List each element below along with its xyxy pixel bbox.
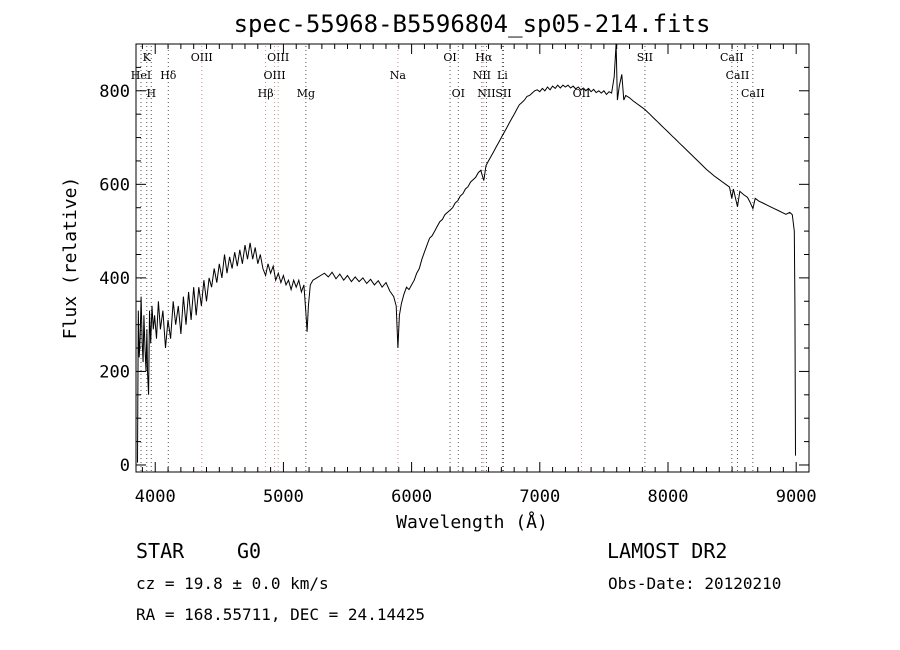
redshift-text: cz = 19.8 ± 0.0 km/s [136, 574, 329, 593]
survey-name: LAMOST DR2 [607, 539, 727, 563]
spectral-line-label-21: CaII [741, 87, 765, 100]
spectral-line-label-4: OIII [191, 51, 213, 64]
x-tick-label-1: 5000 [263, 487, 304, 507]
spectral-line-markers [140, 46, 754, 472]
spectral-line-label-9: Na [390, 69, 407, 82]
x-tick-label-5: 9000 [776, 487, 817, 507]
spectral-line-label-14: Li [497, 69, 508, 82]
spectral-line-label-0: K [143, 51, 152, 64]
spectral-line-label-10: OI [443, 51, 456, 64]
y-axis-label: Flux (relative) [60, 177, 81, 340]
spectral-line-label-19: CaII [720, 51, 744, 64]
spectral-line-label-12: Hα [475, 51, 493, 64]
spectral-line-label-2: H [146, 87, 156, 100]
plot-frame [135, 43, 810, 473]
y-tick-label-2: 400 [99, 269, 130, 289]
spectral-line-label-6: OIII [264, 69, 286, 82]
spectral-line-label-18: SII [637, 51, 653, 64]
spectral-line-label-8: Mg [297, 87, 315, 100]
x-tick-label-4: 8000 [648, 487, 689, 507]
spectral-line-label-1: HeI [131, 69, 151, 82]
x-tick-label-0: 4000 [135, 487, 176, 507]
spectral-line-label-7: Hβ [258, 87, 274, 100]
spectrum-series-line [137, 43, 796, 463]
spectral-line-label-20: CaII [726, 69, 750, 82]
y-axis-ticks: 0 200 400 600 800 [99, 43, 809, 476]
spectral-line-label-13: NII [473, 69, 491, 82]
coordinates-text: RA = 168.55711, DEC = 24.14425 [136, 605, 425, 624]
object-subclass: G0 [237, 539, 261, 563]
y-tick-label-0: 0 [120, 456, 130, 476]
y-tick-label-3: 600 [99, 175, 130, 195]
x-tick-label-3: 7000 [519, 487, 560, 507]
chart-title: spec-55968-B5596804_sp05-214.fits [234, 10, 711, 38]
spectral-line-label-16: SII [495, 87, 511, 100]
spectral-line-label-11: OI [452, 87, 465, 100]
object-class: STAR [136, 539, 185, 563]
x-tick-label-2: 6000 [391, 487, 432, 507]
spectral-line-label-3: Hδ [160, 69, 177, 82]
y-tick-label-1: 200 [99, 362, 130, 382]
x-axis-ticks: 4000 5000 6000 7000 8000 9000 [135, 44, 817, 507]
spectral-line-label-15: NII [477, 87, 495, 100]
spectral-line-label-5: OIII [267, 51, 289, 64]
y-tick-label-4: 800 [99, 82, 130, 102]
obs-date-text: Obs-Date: 20120210 [608, 574, 781, 593]
x-axis-label: Wavelength (Å) [396, 511, 548, 533]
